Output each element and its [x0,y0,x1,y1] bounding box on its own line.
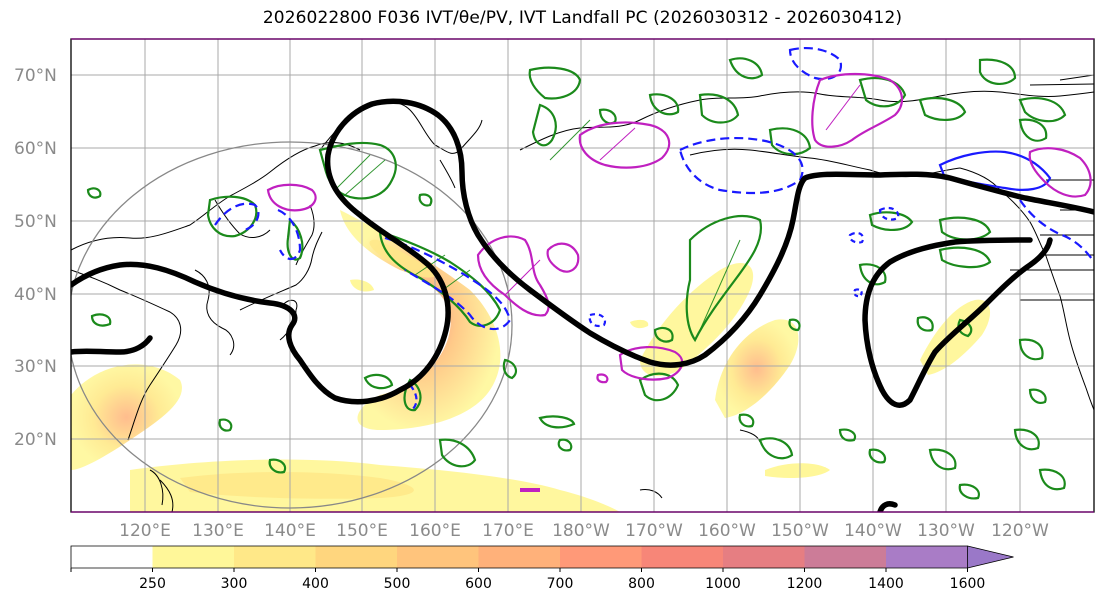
lat-label: 60°N [14,139,57,159]
colorbar-segment [641,546,724,568]
lat-label: 50°N [14,212,57,232]
colorbar-segment [71,546,154,568]
lon-label: 160°W [698,521,756,541]
lon-label: 170°W [625,521,683,541]
latitude-labels: 70°N 60°N 50°N 40°N 30°N 20°N [14,66,57,450]
magenta-contours [266,72,1092,492]
colorbar-segment [478,546,561,568]
longitude-labels: 120°E 130°E 140°E 150°E 160°E 170°E 180°… [119,521,1049,541]
colorbar-tick-label: 500 [384,576,411,592]
colorbar-tick-label: 700 [547,576,574,592]
lon-label: 150°E [336,521,388,541]
green-hatching [334,119,741,331]
lon-label: 130°W [917,521,975,541]
lon-label: 120°E [119,521,171,541]
colorbar-tick-label: 250 [139,576,166,592]
colorbar-segment [315,546,398,568]
lon-label: 160°E [409,521,461,541]
lat-label: 40°N [14,285,57,305]
colorbar-segment [804,546,887,568]
lon-label: 120°W [991,521,1049,541]
colorbar-tick-label: 1200 [787,576,823,592]
colorbar-tick-label: 1000 [705,576,741,592]
colorbar-extend-arrow [967,545,1014,569]
lat-label: 70°N [14,66,57,86]
magenta-hatching [504,84,861,296]
ivt-thick-contours [71,98,1094,512]
lon-label: 180°W [552,521,610,541]
map-area [71,39,1094,512]
lon-label: 130°E [192,521,244,541]
map-title: 2026022800 F036 IVT/θe/PV, IVT Landfall … [262,8,903,28]
lon-label: 140°E [264,521,316,541]
colorbar-segment [152,546,235,568]
colorbar-tick-label: 800 [628,576,655,592]
lon-label: 150°W [771,521,829,541]
ivt-shading [71,210,991,512]
lat-label: 30°N [14,357,57,377]
lon-label: 170°E [482,521,534,541]
colorbar-tick-label: 600 [465,576,492,592]
lon-label: 140°W [844,521,902,541]
colorbar-tick-label: 400 [302,576,329,592]
landfall-radius-circle [71,141,513,509]
lat-label: 20°N [14,430,57,450]
colorbar-segment [723,546,806,568]
colorbar-segment [234,546,317,568]
graticule [71,39,1094,512]
ivt-colorbar: 250 300 400 500 600 700 800 1000 1200 1400 1600 [70,545,1014,592]
colorbar-tick-label: 1600 [950,576,986,592]
colorbar-tick-label: 300 [221,576,248,592]
colorbar-outline [70,545,968,569]
colorbar-segment [560,546,643,568]
colorbar-segment [886,546,969,568]
colorbar-segment [397,546,480,568]
colorbar-tick-label: 1400 [868,576,904,592]
